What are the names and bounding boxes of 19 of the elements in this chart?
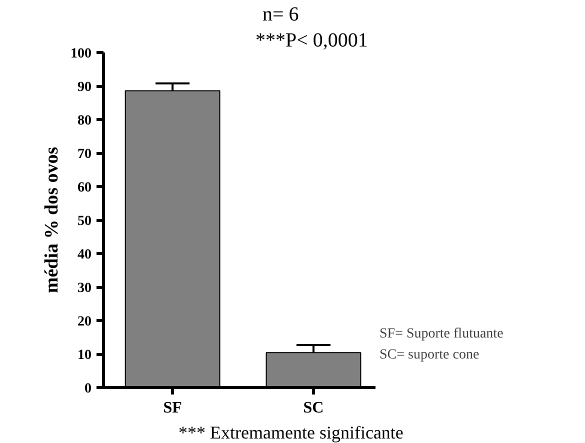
y-tick-label: 50 <box>78 214 92 229</box>
y-tick-label: 90 <box>78 80 92 95</box>
y-tick-label: 40 <box>78 248 92 262</box>
x-tick-label: SF <box>163 400 182 416</box>
y-tick-label: 60 <box>78 180 92 196</box>
y-axis-title: média % dos ovos <box>42 146 62 294</box>
y-tick-label: 0 <box>84 382 92 396</box>
y-tick-label: 30 <box>78 281 92 296</box>
x-tick-label: SC <box>303 400 324 416</box>
text: ***P< 0,0001 <box>256 30 368 52</box>
y-tick-label: 10 <box>78 348 92 363</box>
y-tick-label: 20 <box>78 314 92 330</box>
y-tick-label: 70 <box>78 147 92 162</box>
y-tick-label: 80 <box>78 114 92 128</box>
text: *** Extremamente significante <box>178 422 404 442</box>
y-tick-label: 100 <box>70 46 92 62</box>
text: SC= suporte cone <box>380 348 480 362</box>
chart-title: n= 6 <box>262 4 299 26</box>
text: SF= Suporte flutuante <box>380 326 504 342</box>
